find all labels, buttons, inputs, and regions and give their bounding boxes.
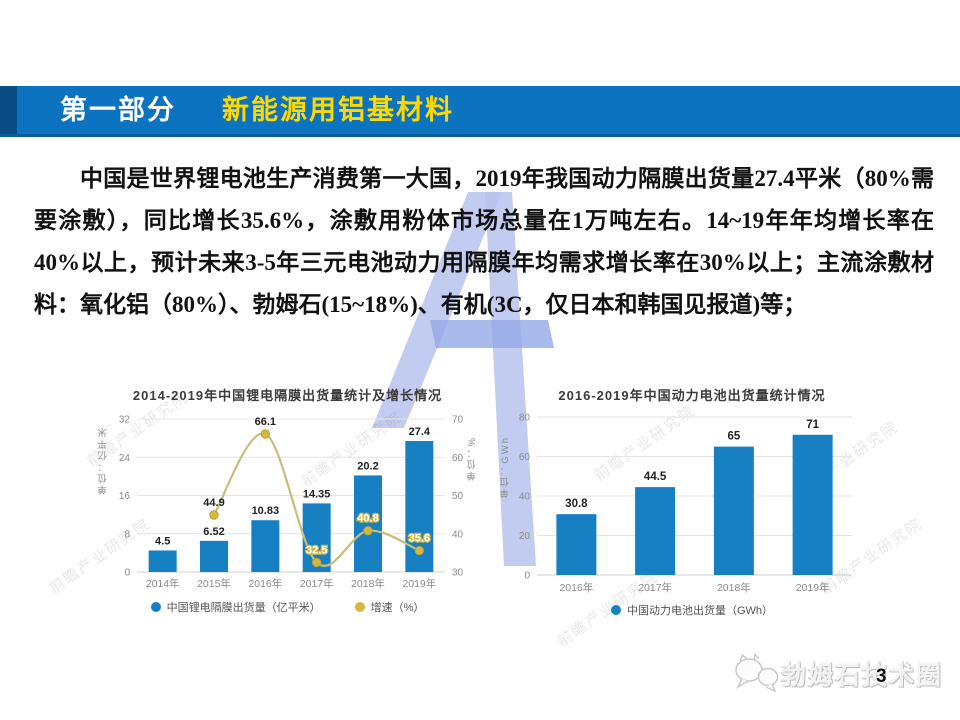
x-axis-tick: 2018年 xyxy=(717,581,751,594)
right-axis-tick: 30 xyxy=(452,568,464,579)
growth-value-label: 32.5 xyxy=(306,544,327,556)
right-axis-tick: 50 xyxy=(452,491,464,502)
right-chart-title: 2016-2019年中国动力电池出货量统计情况 xyxy=(558,388,826,403)
footer-brand: 勃姆石技术圈 xyxy=(781,662,944,690)
left-chart-legend: 中国锂电隔膜出货量（亿平米） 增速（%） xyxy=(95,599,480,615)
x-axis-tick: 2019年 xyxy=(402,577,436,590)
bar-value-label: 6.52 xyxy=(203,526,224,538)
left-axis-tick: 0 xyxy=(124,568,130,579)
left-chart-left-axis-label: 单位：亿平米 xyxy=(98,426,109,495)
page-number: 3 xyxy=(876,666,887,687)
bar-value-label: 44.5 xyxy=(644,471,667,483)
bar-value-label: 30.8 xyxy=(565,498,588,510)
growth-marker xyxy=(209,510,219,520)
right-axis-tick: 40 xyxy=(452,529,464,540)
membrane-bar xyxy=(148,550,177,572)
left-chart-title: 2014-2019年中国锂电隔膜出货量统计及增长情况 xyxy=(132,388,443,403)
membrane-shipment-chart: 2014-2019年中国锂电隔膜出货量统计及增长情况 单位：亿平米 单位：% 0… xyxy=(95,381,480,615)
legend-label: 中国动力电池出货量（GWh） xyxy=(626,605,774,617)
membrane-bar xyxy=(251,520,280,572)
x-axis-tick: 2017年 xyxy=(638,581,672,594)
header-accent-square xyxy=(0,86,17,134)
bar-value-label: 65 xyxy=(727,431,740,443)
battery-bar xyxy=(792,434,833,575)
section-title-text: 新能源用铝基材料 xyxy=(222,95,454,125)
left-axis-tick: 8 xyxy=(124,529,130,540)
section-header-bar: 第一部分 新能源用铝基材料 xyxy=(0,86,960,137)
growth-value-label: 40.8 xyxy=(357,513,378,525)
growth-marker xyxy=(363,525,373,536)
bar-value-label: 4.5 xyxy=(155,535,170,547)
body-paragraph: 中国是世界锂电池生产消费第一大国，2019年我国动力隔膜出货量27.4平米（80… xyxy=(34,166,934,317)
section-part-label: 第一部分 xyxy=(60,95,176,125)
growth-marker xyxy=(311,557,322,568)
growth-value-label: 35.6 xyxy=(409,533,430,545)
x-axis-tick: 2016年 xyxy=(559,581,593,594)
wechat-bubbles-logo xyxy=(735,652,779,693)
left-chart-plot: 0 8 16 24 32 30 40 50 60 70 4.5 2014年 6.52 2015年 10.83… xyxy=(119,415,464,591)
growth-value-label: 66.1 xyxy=(255,416,276,428)
membrane-bar xyxy=(354,475,382,572)
left-axis-tick: 24 xyxy=(119,453,131,464)
left-axis-tick: 20 xyxy=(519,531,531,542)
membrane-bar xyxy=(200,540,228,572)
growth-marker xyxy=(260,429,271,439)
bar-value-label: 14.35 xyxy=(303,488,331,500)
right-axis-tick: 70 xyxy=(452,415,464,426)
legend-dot-blue xyxy=(610,605,621,615)
right-chart-plot: 0 20 40 60 80 30.8 2016年 44.5 2017年 65 2018年 71 2019… xyxy=(519,413,852,594)
legend-dot-blue xyxy=(150,602,161,612)
legend-item-growth: 增速（%） xyxy=(354,599,425,615)
legend-item-shipment: 中国锂电隔膜出货量（亿平米） xyxy=(150,599,321,615)
battery-bar xyxy=(635,487,676,575)
bar-value-label: 10.83 xyxy=(252,505,280,517)
battery-bar xyxy=(713,446,754,575)
x-axis-tick: 2016年 xyxy=(248,577,282,590)
section-title: 第一部分 新能源用铝基材料 xyxy=(60,86,454,134)
x-axis-tick: 2017年 xyxy=(300,577,334,590)
growth-value-label: 44.9 xyxy=(203,497,224,509)
right-chart-axis-label: 单位：GWh xyxy=(500,436,511,499)
left-chart-right-axis-label: 单位：% xyxy=(467,436,478,481)
battery-bar xyxy=(556,514,597,575)
x-axis-tick: 2014年 xyxy=(146,577,180,590)
legend-label: 增速（%） xyxy=(370,602,425,614)
x-axis-tick: 2015年 xyxy=(197,577,231,590)
x-axis-tick: 2019年 xyxy=(796,581,830,594)
battery-shipment-chart: 2016-2019年中国动力电池出货量统计情况 单位：GWh 0 20 40 60 80… xyxy=(497,381,887,618)
left-axis-tick: 60 xyxy=(519,452,531,463)
legend-item-battery: 中国动力电池出货量（GWh） xyxy=(610,602,774,618)
right-chart-legend: 中国动力电池出货量（GWh） xyxy=(497,602,887,618)
bar-value-label: 27.4 xyxy=(409,426,431,438)
left-axis-tick: 16 xyxy=(119,491,131,502)
left-axis-tick: 32 xyxy=(119,415,131,426)
legend-dot-gold xyxy=(354,602,365,612)
bar-value-label: 20.2 xyxy=(357,460,378,472)
x-axis-tick: 2018年 xyxy=(351,577,385,590)
bar-value-label: 71 xyxy=(806,419,819,431)
legend-label: 中国锂电隔膜出货量（亿平米） xyxy=(166,602,321,614)
right-axis-tick: 60 xyxy=(452,453,464,464)
growth-marker xyxy=(414,545,425,556)
left-axis-tick: 40 xyxy=(519,492,531,503)
left-axis-tick: 80 xyxy=(519,413,531,424)
left-axis-tick: 0 xyxy=(524,571,530,582)
